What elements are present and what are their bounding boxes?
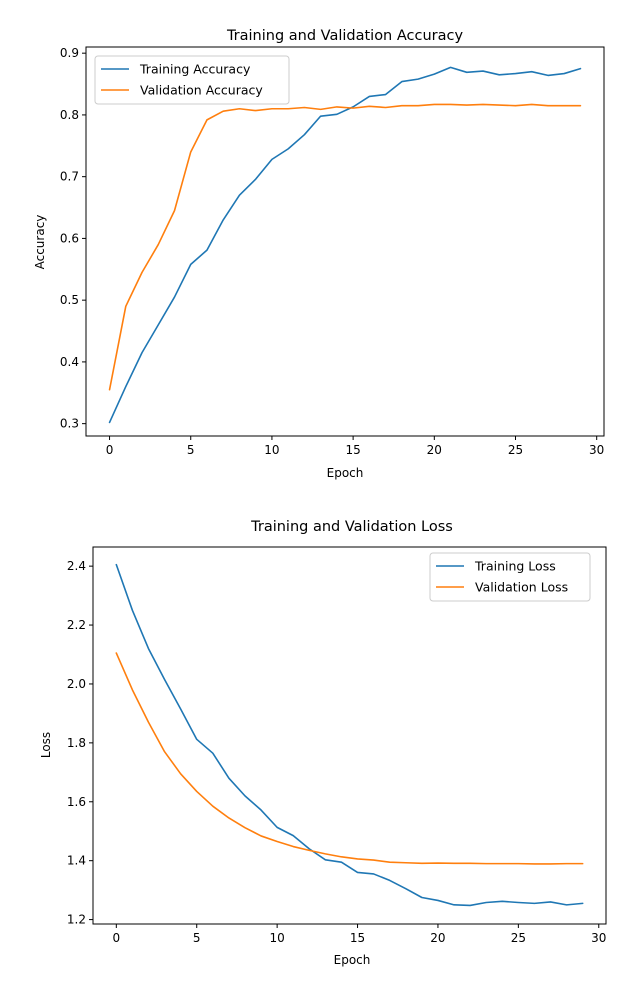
chart-title: Training and Validation Accuracy [226,28,464,44]
y-tick-label: 1.8 [67,736,86,750]
x-tick-label: 15 [345,443,360,457]
legend-label: Validation Accuracy [140,83,263,98]
y-axis-label: Loss [39,732,53,758]
x-tick-label: 5 [187,443,195,457]
x-tick-label: 30 [589,443,604,457]
x-tick-label: 0 [112,931,120,945]
x-axis-label: Epoch [334,953,371,967]
x-tick-label: 20 [430,931,445,945]
series-line [110,67,581,422]
y-tick-label: 2.0 [67,677,86,691]
y-tick-label: 0.6 [60,231,79,245]
y-tick-label: 0.4 [60,355,79,369]
legend-label: Training Loss [474,559,556,574]
y-tick-label: 0.9 [60,46,79,60]
x-tick-label: 25 [511,931,526,945]
legend-label: Validation Loss [475,580,568,595]
x-axis-label: Epoch [327,466,364,480]
y-tick-label: 0.3 [60,417,79,431]
lines-layer [116,565,582,906]
loss-chart: Training and Validation Loss 0 5 10 15 20 25 3… [0,490,639,981]
x-tick-label: 10 [269,931,284,945]
x-tick-label: 5 [193,931,201,945]
series-line [116,565,582,906]
y-tick-label: 1.2 [67,913,86,927]
lines-layer [110,67,581,422]
y-tick-label: 0.5 [60,293,79,307]
y-tick-label: 1.4 [67,854,86,868]
x-tick-label: 0 [106,443,114,457]
accuracy-chart: Training and Validation Accuracy 0 5 10 15 2… [0,0,639,490]
legend: Training Loss Validation Loss [430,553,590,601]
y-axis-label: Accuracy [33,215,47,270]
x-tick-label: 15 [350,931,365,945]
chart-title: Training and Validation Loss [250,519,453,535]
x-tick-label: 30 [591,931,606,945]
legend-label: Training Accuracy [139,62,251,77]
series-line [116,653,582,864]
legend: Training Accuracy Validation Accuracy [95,56,289,104]
y-tick-label: 1.6 [67,795,86,809]
y-tick-label: 0.8 [60,108,79,122]
x-tick-label: 10 [264,443,279,457]
x-tick-label: 25 [508,443,523,457]
x-tick-label: 20 [427,443,442,457]
ticks-layer: 0 5 10 15 20 25 30 1.2 1.4 1.6 1.8 2.0 2.2 2.4 [67,559,606,945]
y-tick-label: 2.4 [67,559,86,573]
series-line [110,104,581,389]
y-tick-label: 0.7 [60,170,79,184]
y-tick-label: 2.2 [67,618,86,632]
